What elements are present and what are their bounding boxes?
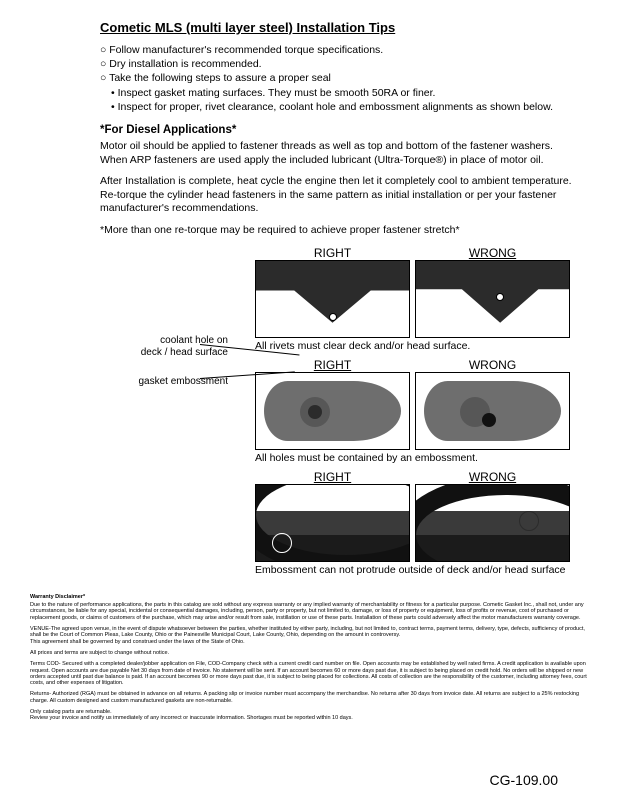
row2-caption: All holes must be contained by an emboss… <box>255 452 570 464</box>
rivet-icon <box>496 293 504 301</box>
ring-icon <box>519 511 539 531</box>
row1-images <box>255 260 570 338</box>
row1-wrong-image <box>415 260 570 338</box>
bullet-1: ○ Follow manufacturer's recommended torq… <box>100 43 588 57</box>
disclaimer-p1: Due to the nature of performance applica… <box>30 602 588 621</box>
para-3: *More than one re-torque may be required… <box>100 224 578 238</box>
footer-code: CG-109.00 <box>490 772 558 788</box>
bullet-3a: • Inspect gasket mating surfaces. They m… <box>100 86 588 100</box>
row1-right-label: RIGHT <box>255 246 410 260</box>
coolant-label: coolant hole on deck / head surface <box>98 335 228 358</box>
gasket-shape <box>424 381 561 441</box>
disclaimer: Warranty Disclaimer* Due to the nature o… <box>30 594 588 722</box>
disclaimer-p4: Terms COD- Secured with a completed deal… <box>30 661 588 686</box>
coolant-hole-icon <box>482 413 496 427</box>
row1-caption: All rivets must clear deck and/or head s… <box>255 340 570 352</box>
disclaimer-p6: Only catalog parts are returnable. Revie… <box>30 709 588 722</box>
gasket-shape <box>264 381 401 441</box>
bullet-list: ○ Follow manufacturer's recommended torq… <box>100 43 588 114</box>
row3-right-label: RIGHT <box>255 470 410 484</box>
diesel-subhead: *For Diesel Applications* <box>100 124 588 136</box>
row1-right-image <box>255 260 410 338</box>
bullet-3b-text: Inspect for proper, rivet clearance, coo… <box>118 101 553 113</box>
disclaimer-p3: All prices and terms are subject to chan… <box>30 650 588 656</box>
rivet-icon <box>329 313 337 321</box>
curve-shape <box>415 484 570 562</box>
row3-images <box>255 484 570 562</box>
row3-wrong-label: WRONG <box>415 470 570 484</box>
para-2: After Installation is complete, heat cyc… <box>100 175 578 216</box>
bullet-3b: • Inspect for proper, rivet clearance, c… <box>100 100 588 114</box>
row3-wrong-image <box>415 484 570 562</box>
disclaimer-p2: VENUE-The agreed upon venue, in the even… <box>30 626 588 645</box>
diagram-area: RIGHT WRONG All rivets must clear deck a… <box>100 246 570 576</box>
row2-right-label: RIGHT <box>255 358 410 372</box>
bullet-3-text: Take the following steps to assure a pro… <box>109 72 331 84</box>
para-1: Motor oil should be applied to fastener … <box>100 140 578 167</box>
page-title: Cometic MLS (multi layer steel) Installa… <box>100 20 588 35</box>
bullet-2: ○ Dry installation is recommended. <box>100 57 588 71</box>
row2-wrong-image <box>415 372 570 450</box>
deck-shape <box>416 261 569 323</box>
row3-caption: Embossment can not protrude outside of d… <box>255 564 570 576</box>
row3-labels: RIGHT WRONG <box>100 470 570 484</box>
bullet-1-text: Follow manufacturer's recommended torque… <box>109 44 383 56</box>
bullet-3: ○ Take the following steps to assure a p… <box>100 71 588 85</box>
row1-wrong-label: WRONG <box>415 246 570 260</box>
row2-right-image <box>255 372 410 450</box>
row2-wrong-label: WRONG <box>415 358 570 372</box>
row3-right-image <box>255 484 410 562</box>
disclaimer-head: Warranty Disclaimer* <box>30 594 588 600</box>
row2-images <box>255 372 570 450</box>
ring-icon <box>272 533 292 553</box>
coolant-hole-icon <box>308 405 322 419</box>
row1-labels: RIGHT WRONG <box>100 246 570 260</box>
bullet-2-text: Dry installation is recommended. <box>109 58 261 70</box>
side-labels: coolant hole on deck / head surface gask… <box>98 335 228 388</box>
bullet-3a-text: Inspect gasket mating surfaces. They mus… <box>118 87 436 99</box>
disclaimer-p5: Returns- Authorized (RGA) must be obtain… <box>30 691 588 704</box>
